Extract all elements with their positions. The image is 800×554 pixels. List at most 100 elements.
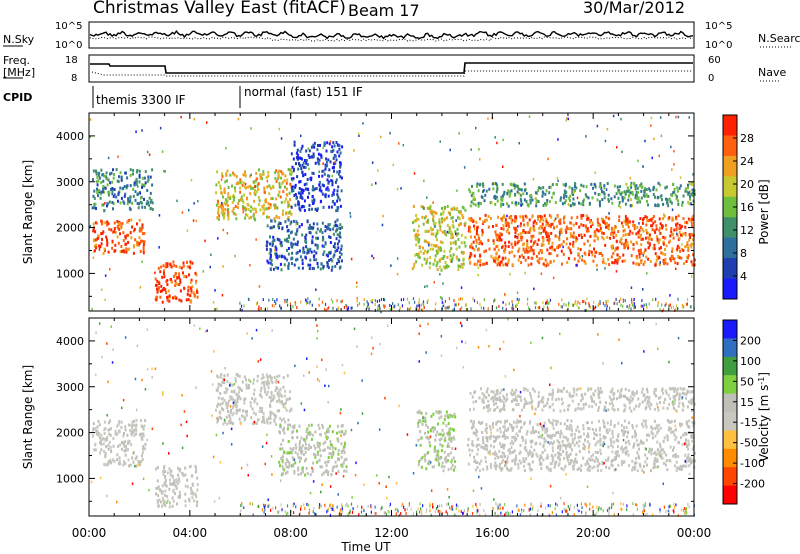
power-echo-cell bbox=[129, 173, 132, 177]
velocity-echo-cell bbox=[439, 442, 442, 446]
power-noise-cell bbox=[439, 273, 441, 276]
power-noise-cell bbox=[658, 154, 660, 158]
power-echo-cell bbox=[614, 258, 617, 262]
power-echo-cell bbox=[445, 233, 448, 237]
velocity-echo-cell bbox=[341, 465, 344, 469]
velocity-echo-cell bbox=[267, 416, 270, 420]
power-echo-cell bbox=[610, 245, 613, 248]
power-noise-cell bbox=[381, 223, 384, 227]
velocity-echo-cell bbox=[554, 453, 557, 457]
velocity-echo-cell bbox=[429, 429, 432, 433]
power-echo-cell bbox=[622, 253, 625, 257]
power-echo-cell bbox=[678, 246, 681, 250]
power-echo-cell bbox=[127, 240, 130, 244]
velocity-echo-cell bbox=[241, 414, 244, 418]
velocity-echo-cell bbox=[184, 484, 187, 488]
power-echo-cell bbox=[135, 177, 138, 181]
power-echo-cell bbox=[170, 280, 173, 284]
power-echo-cell bbox=[526, 223, 529, 227]
power-echo-cell bbox=[333, 224, 336, 228]
power-echo-cell bbox=[468, 188, 471, 192]
power-echo-cell bbox=[222, 205, 224, 209]
velocity-echo-cell bbox=[126, 433, 129, 437]
power-echo-cell bbox=[510, 221, 513, 225]
power-noise-cell bbox=[109, 268, 111, 271]
power-echo-cell bbox=[561, 262, 563, 266]
power-echo-cell bbox=[277, 175, 280, 179]
power-noise-cell bbox=[620, 117, 622, 121]
velocity-echo-cell bbox=[281, 402, 284, 406]
power-echo-cell bbox=[438, 224, 441, 227]
velocity-echo-cell bbox=[177, 482, 180, 486]
power-echo-cell bbox=[691, 233, 694, 237]
power-echo-cell bbox=[301, 144, 304, 148]
velocity-echo-cell bbox=[603, 425, 606, 429]
velocity-echo-cell bbox=[656, 440, 659, 444]
power-near-range-cell bbox=[622, 304, 624, 308]
power-echo-cell bbox=[432, 222, 435, 226]
power-near-range-cell bbox=[633, 297, 635, 301]
power-echo-cell bbox=[192, 291, 195, 295]
power-echo-cell bbox=[425, 229, 428, 233]
velocity-echo-cell bbox=[494, 467, 497, 471]
nsearch-tick-top: 10^5 bbox=[705, 21, 732, 32]
power-echo-cell bbox=[438, 247, 441, 251]
velocity-echo-cell bbox=[688, 464, 691, 468]
power-echo-cell bbox=[296, 153, 299, 157]
power-echo-cell bbox=[308, 149, 311, 153]
power-echo-cell bbox=[265, 176, 268, 179]
velocity-echo-cell bbox=[188, 497, 191, 501]
velocity-echo-cell bbox=[432, 465, 435, 469]
power-echo-cell bbox=[647, 195, 650, 198]
power-echo-cell bbox=[328, 174, 331, 178]
power-echo-cell bbox=[331, 265, 334, 269]
power-echo-cell bbox=[662, 260, 665, 264]
power-noise-cell bbox=[221, 294, 224, 297]
velocity-echo-cell bbox=[103, 431, 106, 435]
velocity-echo-cell bbox=[100, 437, 103, 441]
velocity-echo-cell bbox=[220, 407, 223, 411]
velocity-echo-cell bbox=[427, 451, 430, 454]
power-echo-cell bbox=[569, 242, 572, 246]
power-echo-cell bbox=[432, 210, 435, 214]
velocity-echo-cell bbox=[454, 465, 457, 469]
power-echo-cell bbox=[455, 233, 458, 237]
power-near-range-cell bbox=[447, 306, 450, 310]
power-echo-cell bbox=[434, 234, 437, 238]
power-echo-cell bbox=[544, 192, 547, 196]
velocity-echo-cell bbox=[220, 397, 223, 401]
power-near-range-cell bbox=[686, 302, 688, 306]
power-echo-cell bbox=[290, 170, 293, 174]
power-echo-cell bbox=[310, 250, 313, 254]
power-echo-cell bbox=[517, 186, 520, 190]
cpid-mode-themis: themis 3300 IF bbox=[96, 93, 186, 107]
power-echo-cell bbox=[506, 191, 509, 195]
velocity-echo-cell bbox=[184, 499, 187, 503]
velocity-echo-cell bbox=[561, 439, 564, 443]
velocity-echo-cell bbox=[503, 421, 506, 425]
power-echo-cell bbox=[215, 183, 218, 187]
power-noise-cell bbox=[258, 285, 261, 288]
power-echo-cell bbox=[637, 191, 640, 194]
power-noise-cell bbox=[605, 262, 607, 265]
power-echo-cell bbox=[558, 231, 561, 235]
power-echo-cell bbox=[417, 240, 420, 244]
power-echo-cell bbox=[481, 231, 484, 234]
power-noise-cell bbox=[100, 288, 103, 291]
power-echo-cell bbox=[651, 228, 654, 232]
power-echo-cell bbox=[113, 230, 116, 234]
velocity-echo-cell bbox=[219, 403, 222, 407]
power-noise-cell bbox=[114, 193, 116, 196]
power-echo-cell bbox=[473, 224, 475, 228]
power-noise-cell bbox=[642, 288, 644, 291]
power-echo-cell bbox=[501, 199, 504, 202]
power-echo-cell bbox=[532, 224, 535, 228]
power-noise-cell bbox=[567, 117, 569, 121]
power-near-range-cell bbox=[620, 297, 622, 301]
power-noise-cell bbox=[322, 146, 324, 150]
power-echo-cell bbox=[498, 263, 501, 267]
velocity-echo-cell bbox=[191, 474, 194, 478]
power-echo-cell bbox=[299, 191, 302, 195]
velocity-echo-cell bbox=[124, 462, 127, 465]
